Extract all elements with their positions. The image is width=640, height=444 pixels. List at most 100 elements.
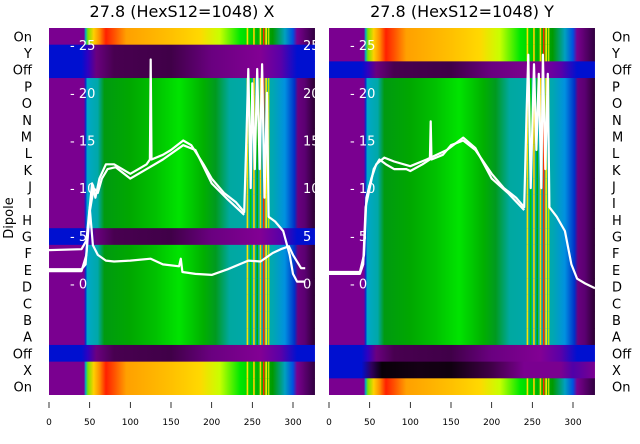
heatmap-row [49,111,315,129]
heatmap-row [329,194,595,212]
xtick-label: 200 [203,418,220,428]
heatmap-stripe [542,144,545,162]
heatmap-stripe [256,194,258,212]
heatmap-row [49,211,315,229]
heatmap-stripe [542,328,545,346]
heatmap-stripe [246,211,249,229]
heatmap-stripe [526,44,529,62]
overlay-ytick-value: 5 [359,230,367,245]
heatmap-stripe [545,378,547,395]
heatmap-stripe [547,261,550,279]
overlay-ytick-value: 0 [79,277,87,292]
heatmap-stripe [533,161,535,179]
xtick-label: 100 [122,418,139,428]
heatmap-row [49,294,315,313]
heatmap-stripe [259,161,262,179]
heatmap-stripe [262,28,265,46]
heatmap-stripe [253,28,255,46]
row-label: H [612,214,622,229]
heatmap-stripe [542,161,545,179]
heatmap-stripe [253,361,255,379]
heatmap-stripe [259,361,262,379]
heatmap-stripe [539,194,542,212]
heatmap-stripe [267,328,270,346]
heatmap-row [329,278,595,296]
heatmap-stripe [539,378,542,395]
heatmap-stripe [256,244,258,263]
row-label: E [24,264,32,279]
heatmap-stripe [542,378,545,395]
heatmap-stripe [246,28,249,46]
overlay-ytick-value: 20 [79,87,96,102]
heatmap-stripe [253,194,255,212]
series-trace-main [329,53,595,290]
heatmap-stripe [533,278,535,296]
heatmap-stripe [547,211,550,229]
heatmap-stripe [539,261,542,279]
row-label: I [612,197,616,212]
heatmap-stripe [249,278,252,296]
heatmap-stripe [547,228,550,246]
heatmap-stripe [253,211,255,229]
heatmap-stripe [533,44,535,62]
heatmap-stripe [545,194,547,212]
heatmap-stripe [536,261,538,279]
heatmap-row [329,344,595,363]
xtick-label: 250 [244,418,261,428]
heatmap-stripe [533,128,535,146]
heatmap-stripe [529,94,532,112]
heatmap-stripe [526,178,529,196]
heatmap-stripe [526,211,529,229]
heatmap-stripe [545,44,547,62]
heatmap-stripe [256,128,258,146]
overlay-ytick-label: - 20 [350,87,375,102]
heatmap-stripe [253,244,255,263]
heatmap-stripe [256,328,258,346]
heatmap-stripe [533,228,535,246]
row-label: Y [23,47,32,62]
heatmap-stripe [533,111,535,129]
row-label: Off [13,347,33,362]
heatmap-stripe [249,78,252,96]
heatmap-stripe [249,28,252,46]
heatmap-stripe [536,294,538,313]
heatmap-stripe [526,194,529,212]
overlay-ytick-label-right: 20 [303,87,320,102]
overlay-ytick-label-right: 15 [303,134,320,149]
row-label: B [612,314,621,329]
row-label: On [612,381,630,396]
overlay-ytick-label: - 15 [350,134,375,149]
heatmap-stripe [259,378,262,395]
heatmap-stripe [262,244,265,263]
row-label: J [27,180,32,195]
heatmap-row [49,144,315,162]
heatmap-row [49,44,315,62]
row-label: Off [612,347,632,362]
overlay-ytick-label-right: 5 [303,230,311,245]
heatmap-stripe [256,294,258,313]
heatmap-row [329,294,595,313]
heatmap-stripe [249,378,252,395]
heatmap-stripe [545,228,547,246]
heatmap-stripe [529,244,532,263]
heatmap-stripe [542,244,545,263]
heatmap-stripe [246,294,249,313]
heatmap-stripe [545,294,547,313]
heatmap-stripe [529,211,532,229]
row-label: J [611,180,616,195]
heatmap-stripe [259,278,262,296]
heatmap-stripe [256,28,258,46]
row-label: G [612,231,622,246]
heatmap-stripe [256,278,258,296]
heatmap-stripe [249,294,252,313]
row-label: Off [612,64,632,79]
heatmap-stripe [249,244,252,263]
heatmap-stripe [529,228,532,246]
heatmap-stripe [536,178,538,196]
heatmap-stripe [259,244,262,263]
overlay-ytick-label: - 0 [350,277,367,292]
heatmap-row [49,378,315,395]
row-label: D [22,281,32,296]
row-label: M [612,130,623,145]
overlay-ytick-label: - 0 [70,277,87,292]
